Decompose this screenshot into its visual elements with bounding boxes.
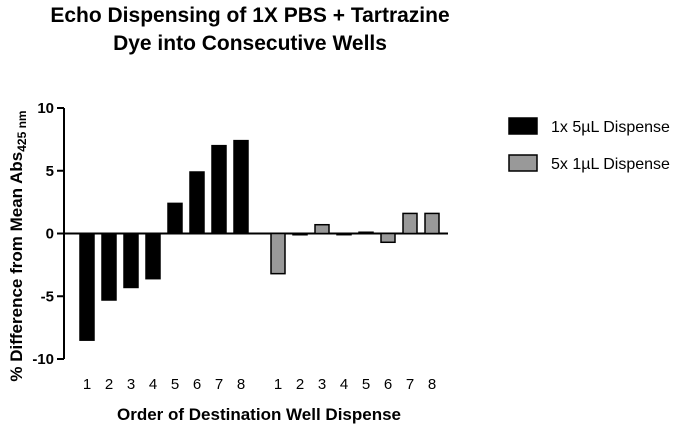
x-tick-label: 7: [406, 376, 414, 393]
bar-1-6: [189, 171, 205, 235]
x-tick-label: 8: [428, 376, 436, 393]
bar-1-3: [123, 232, 139, 289]
y-tick-label: 5: [46, 163, 54, 180]
y-axis-label-subscript: 425 nm: [15, 110, 29, 151]
legend-label-2: 5x 1µL Dispense: [551, 156, 670, 173]
bar-2-3: [314, 223, 330, 235]
x-tick-label: 6: [384, 376, 392, 393]
x-tick-label: 1: [83, 376, 91, 393]
legend-swatch-1: [508, 117, 538, 135]
y-tick-label: 10: [37, 100, 54, 117]
x-tick-label: 3: [318, 376, 326, 393]
x-tick-label: 1: [274, 376, 282, 393]
bar-1-5: [167, 202, 183, 235]
bar-2-5: [358, 231, 374, 235]
x-tick-label: 2: [105, 376, 113, 393]
bar-2-8: [424, 212, 440, 235]
legend-swatch-2: [508, 154, 538, 172]
x-tick-label: 5: [171, 376, 179, 393]
bar-2-4: [336, 232, 352, 236]
y-tick-label: -10: [32, 351, 54, 368]
bar-2-2: [292, 232, 308, 236]
bar-1-1: [79, 232, 95, 341]
bar-2-7: [402, 212, 418, 235]
bar-1-8: [233, 139, 249, 235]
x-tick-label: 7: [215, 376, 223, 393]
x-tick-label: 5: [362, 376, 370, 393]
bar-2-1: [270, 232, 286, 275]
y-axis-label-main: % Difference from Mean Abs: [7, 152, 26, 382]
legend-label-1: 1x 5µL Dispense: [551, 119, 670, 136]
bar-1-2: [101, 232, 117, 301]
chart-title-line2: Dye into Consecutive Wells: [113, 32, 387, 55]
legend: 1x 5µL Dispense 5x 1µL Dispense: [508, 117, 670, 173]
y-tick-label: -5: [41, 288, 54, 305]
x-axis-label: Order of Destination Well Dispense: [117, 405, 401, 424]
chart-title-line1: Echo Dispensing of 1X PBS + Tartrazine: [50, 4, 449, 27]
bar-1-7: [211, 144, 227, 235]
y-axis-label: % Difference from Mean Abs425 nm: [7, 110, 29, 381]
x-tick-label: 2: [296, 376, 304, 393]
bar-2-6: [380, 232, 396, 244]
x-tick-label: 3: [127, 376, 135, 393]
y-tick-label: 0: [46, 226, 54, 243]
x-tick-label: 6: [193, 376, 201, 393]
x-tick-label: 4: [149, 376, 157, 393]
bar-1-4: [145, 232, 161, 280]
x-tick-label: 4: [340, 376, 348, 393]
x-tick-label: 8: [237, 376, 245, 393]
